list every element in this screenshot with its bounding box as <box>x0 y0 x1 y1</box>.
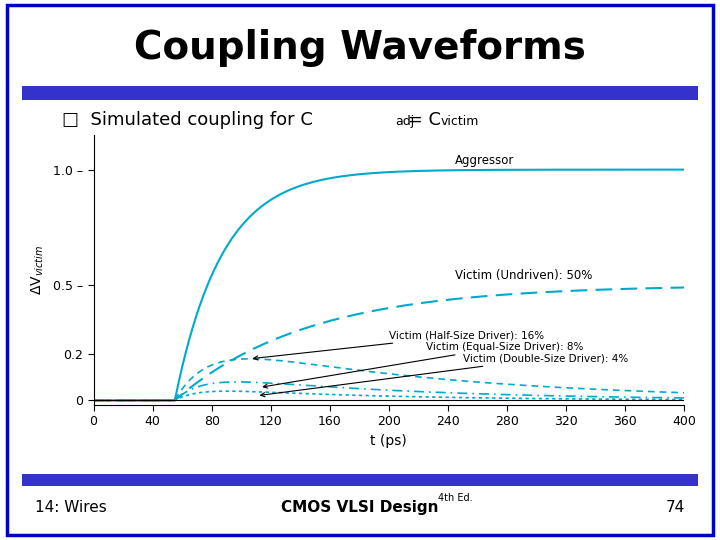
Text: Aggressor: Aggressor <box>455 154 515 167</box>
Text: Coupling Waveforms: Coupling Waveforms <box>134 29 586 67</box>
Y-axis label: $\Delta$V$_{victim}$: $\Delta$V$_{victim}$ <box>30 245 46 295</box>
Text: adj: adj <box>396 115 415 128</box>
Text: □  Simulated coupling for C: □ Simulated coupling for C <box>62 111 312 129</box>
Text: Victim (Half-Size Driver): 16%: Victim (Half-Size Driver): 16% <box>253 330 544 360</box>
X-axis label: t (ps): t (ps) <box>370 434 408 448</box>
FancyBboxPatch shape <box>22 86 698 100</box>
Text: 4th Ed.: 4th Ed. <box>438 493 472 503</box>
Text: Victim (Double-Size Driver): 4%: Victim (Double-Size Driver): 4% <box>261 353 628 397</box>
Text: 14: Wires: 14: Wires <box>35 500 107 515</box>
Text: Victim (Equal-Size Driver): 8%: Victim (Equal-Size Driver): 8% <box>264 342 583 388</box>
Text: CMOS VLSI Design: CMOS VLSI Design <box>282 500 438 515</box>
Text: victim: victim <box>441 115 480 128</box>
Text: = C: = C <box>402 111 441 129</box>
FancyBboxPatch shape <box>22 474 698 486</box>
Text: 74: 74 <box>665 500 685 515</box>
Text: Victim (Undriven): 50%: Victim (Undriven): 50% <box>455 268 593 281</box>
